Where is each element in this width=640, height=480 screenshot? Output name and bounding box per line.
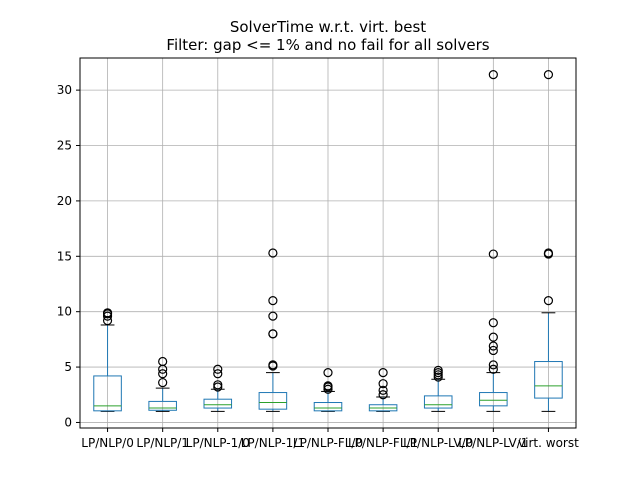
x-tick-label: LP/NLP/1 xyxy=(136,436,189,450)
x-tick-label: LP/NLP-LV/1 xyxy=(458,436,528,450)
box-iqr xyxy=(313,402,343,412)
y-tick-label: 5 xyxy=(64,360,72,374)
chart-subtitle: Filter: gap <= 1% and no fail for all so… xyxy=(166,36,489,54)
y-tick-label: 25 xyxy=(57,139,72,153)
outlier-point xyxy=(158,356,168,367)
box-group xyxy=(148,356,177,412)
outlier-point xyxy=(433,365,443,375)
grid-lines xyxy=(80,58,576,428)
outlier-point xyxy=(102,308,113,318)
box-iqr xyxy=(534,361,563,399)
x-tick-label: LP/NLP/0 xyxy=(81,436,134,450)
chart-title: SolverTime w.r.t. virt. best xyxy=(230,18,426,36)
outlier-point xyxy=(488,345,498,356)
box-group xyxy=(368,368,398,412)
box-group xyxy=(203,364,233,412)
outlier-point xyxy=(488,360,498,370)
outlier-point xyxy=(488,318,498,328)
x-tick-label: LP/NLP-FL/0 xyxy=(293,436,363,450)
outlier-point xyxy=(213,380,223,390)
box-group xyxy=(93,308,122,412)
outlier-point xyxy=(488,341,498,351)
y-tick-label: 0 xyxy=(64,415,72,429)
plot-area xyxy=(93,70,563,412)
outlier-point xyxy=(323,368,333,378)
box-group xyxy=(534,70,563,412)
box-group xyxy=(313,368,343,412)
box-iqr xyxy=(258,392,288,410)
box-iqr xyxy=(93,375,122,412)
y-tick-label: 15 xyxy=(57,249,72,263)
box-iqr xyxy=(148,400,177,411)
x-tick-label: LP/NLP-FL/1 xyxy=(348,436,418,450)
outlier-point xyxy=(158,377,168,388)
y-tick-label: 10 xyxy=(57,305,72,319)
y-tick-label: 30 xyxy=(57,83,72,97)
x-tick-label: LP/NLP-1/0 xyxy=(186,436,250,450)
outlier-point xyxy=(378,379,388,389)
box-group xyxy=(423,365,453,412)
outlier-point xyxy=(158,369,168,379)
box-iqr xyxy=(203,398,233,409)
outlier-point xyxy=(213,364,223,374)
outlier-point xyxy=(488,70,498,80)
x-tick-label: LP/NLP-1/1 xyxy=(241,436,305,450)
outlier-point xyxy=(213,369,223,379)
outlier-point xyxy=(543,248,554,258)
outlier-point xyxy=(268,329,278,339)
outlier-point xyxy=(378,390,388,400)
box-group xyxy=(258,248,288,412)
outlier-point xyxy=(378,368,388,378)
outlier-point xyxy=(268,296,278,306)
outlier-point xyxy=(378,385,388,395)
outlier-point xyxy=(488,332,498,342)
outlier-point xyxy=(268,311,278,321)
x-tick-label: virt. worst xyxy=(518,436,579,450)
outlier-point xyxy=(323,381,333,391)
box-group xyxy=(479,70,508,412)
box-iqr xyxy=(479,392,508,407)
box-iqr xyxy=(423,395,453,409)
x-tick-label: LP/NLP-LV/0 xyxy=(403,436,473,450)
outlier-point xyxy=(268,248,278,258)
outlier-point xyxy=(543,70,554,80)
outlier-point xyxy=(543,296,554,306)
outlier-point xyxy=(488,249,498,259)
outlier-point xyxy=(488,364,498,374)
y-tick-label: 20 xyxy=(57,194,72,208)
outlier-point xyxy=(268,360,278,370)
